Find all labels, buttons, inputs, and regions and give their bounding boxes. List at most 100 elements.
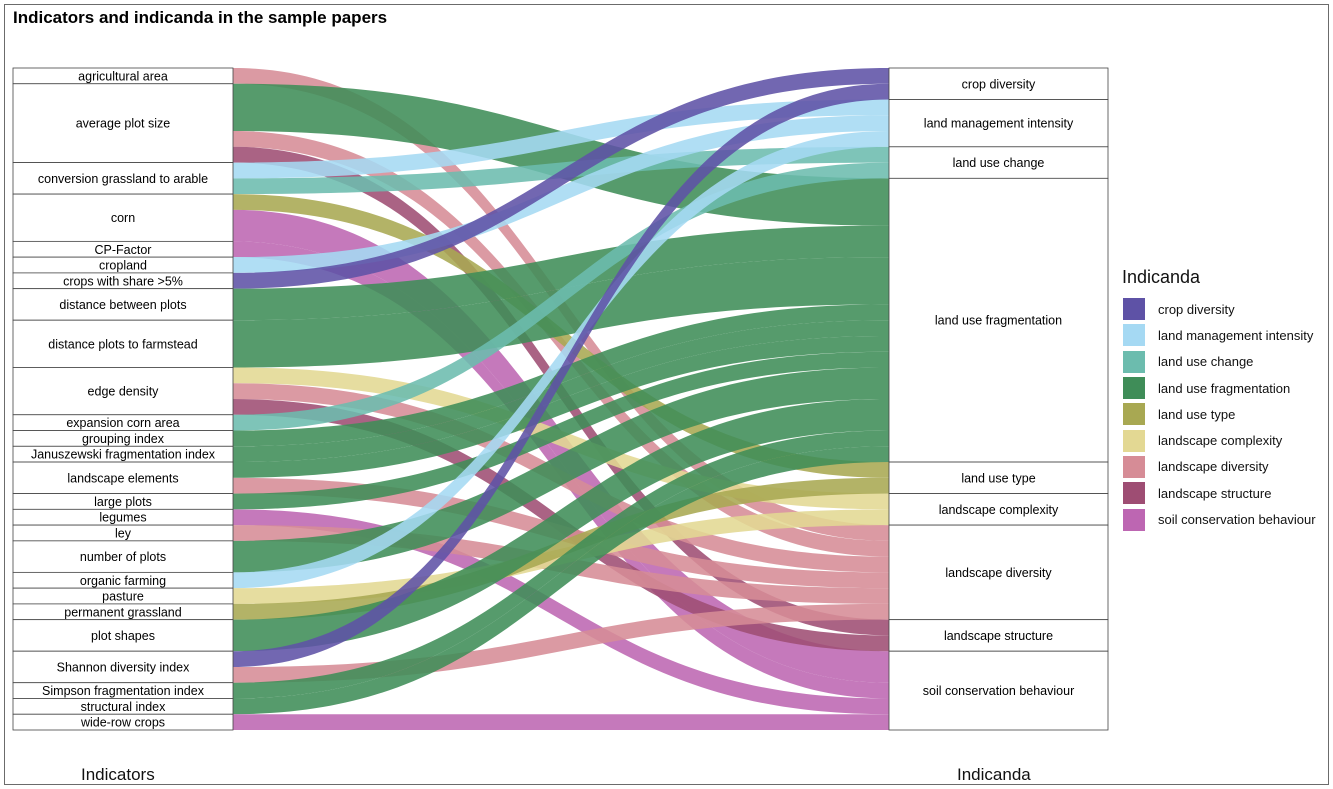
flow-ribbon-permanent-grassland-to-land-use-type bbox=[233, 477, 889, 620]
legend-item-crop-diversity: crop diversity bbox=[1123, 296, 1316, 322]
legend-item-landscape-structure: landscape structure bbox=[1123, 480, 1316, 506]
flow-ribbon-expansion-corn-area-to-land-use-change bbox=[233, 162, 889, 431]
legend-item-landscape-complexity: landscape complexity bbox=[1123, 427, 1316, 453]
indicator-node-average-plot-size bbox=[12, 83, 234, 163]
indicator-node-label-cropland: cropland bbox=[99, 259, 147, 273]
indicator-node-landscape-elements bbox=[12, 461, 234, 494]
axis-label-indicators: Indicators bbox=[81, 765, 155, 784]
legend: crop diversity land management intensity l… bbox=[1123, 296, 1316, 533]
indicator-node-label-legumes: legumes bbox=[99, 511, 146, 525]
indicator-node-label-cp-factor: CP-Factor bbox=[95, 243, 152, 257]
legend-label: landscape structure bbox=[1158, 485, 1272, 501]
indicator-node-label-organic-farming: organic farming bbox=[80, 574, 166, 588]
indicator-node-label-shannon-diversity-index: Shannon diversity index bbox=[57, 660, 190, 674]
legend-item-landscape-diversity: landscape diversity bbox=[1123, 454, 1316, 480]
legend-swatch bbox=[1123, 429, 1145, 452]
legend-title: Indicanda bbox=[1122, 267, 1201, 287]
legend-swatch bbox=[1123, 324, 1145, 347]
flow-ribbon-organic-farming-to-land-management-intensity bbox=[233, 131, 889, 589]
legend-label: soil conservation behaviour bbox=[1158, 512, 1316, 528]
indicator-node-label-structural-index: structural index bbox=[81, 700, 167, 714]
flow-ribbon-structural-index-to-land-use-fragmentation bbox=[233, 446, 889, 715]
flow-ribbon-edge-density-to-landscape-complexity bbox=[233, 367, 889, 510]
flow-ribbon-corn-to-land-use-type bbox=[233, 194, 889, 478]
legend-item-land-use-type: land use type bbox=[1123, 401, 1316, 427]
indicator-node-conversion-grassland-to-arable bbox=[12, 162, 234, 195]
indicator-node-wide-row-crops bbox=[12, 713, 234, 731]
flow-ribbon-plot-shapes-to-land-use-fragmentation bbox=[233, 399, 889, 652]
legend-label: landscape diversity bbox=[1158, 459, 1269, 475]
flow-ribbon-wide-row-crops-to-soil-conservation-behaviour bbox=[233, 714, 889, 730]
indicandum-node-land-management-intensity bbox=[888, 99, 1109, 148]
indicator-node-distance-between-plots bbox=[12, 288, 234, 321]
indicator-node-corn bbox=[12, 193, 234, 242]
flow-ribbon-conversion-grassland-to-arable-to-land-management-intensity bbox=[233, 99, 889, 179]
indicandum-node-land-use-change bbox=[888, 146, 1109, 179]
flow-ribbon-distance-plots-to-farmstead-to-land-use-fragmentation bbox=[233, 257, 889, 368]
indicator-node-label-expansion-corn-area: expansion corn area bbox=[66, 416, 179, 430]
node-group: agricultural area average plot size conver… bbox=[12, 67, 1109, 731]
flow-ribbon-distance-between-plots-to-land-use-fragmentation bbox=[233, 225, 889, 321]
indicandum-node-land-use-type bbox=[888, 461, 1109, 494]
indicator-node-label-crops-with-share-5: crops with share >5% bbox=[63, 274, 183, 288]
indicator-node-label-edge-density: edge density bbox=[88, 385, 160, 399]
ribbon-group bbox=[233, 68, 889, 730]
axis-label-indicanda: Indicanda bbox=[957, 765, 1031, 784]
indicator-node-shannon-diversity-index bbox=[12, 650, 234, 684]
indicator-node-label-permanent-grassland: permanent grassland bbox=[64, 605, 181, 619]
legend-label: land use type bbox=[1158, 406, 1236, 422]
indicandum-node-label-land-use-fragmentation: land use fragmentation bbox=[935, 314, 1062, 328]
indicator-node-label-januszewski-fragmentation-index: Januszewski fragmentation index bbox=[31, 448, 216, 462]
flow-ribbon-crops-with-share-5-to-crop-diversity bbox=[233, 68, 889, 289]
indicandum-node-landscape-structure bbox=[888, 619, 1109, 652]
indicandum-node-soil-conservation-behaviour bbox=[888, 650, 1109, 731]
indicator-node-label-average-plot-size: average plot size bbox=[76, 117, 171, 131]
indicator-node-label-number-of-plots: number of plots bbox=[80, 550, 166, 564]
flow-ribbon-januszewski-fragmentation-index-to-land-use-fragmentation bbox=[233, 320, 889, 463]
legend-swatch bbox=[1123, 508, 1145, 531]
legend-label: land use change bbox=[1158, 354, 1254, 370]
legend-swatch bbox=[1123, 350, 1145, 373]
legend-swatch bbox=[1123, 403, 1145, 426]
flow-ribbon-landscape-elements-to-land-use-fragmentation bbox=[233, 335, 889, 478]
indicator-node-label-landscape-elements: landscape elements bbox=[67, 471, 178, 485]
indicator-node-edge-density bbox=[12, 367, 234, 416]
legend-item-land-management-intensity: land management intensity bbox=[1123, 322, 1316, 348]
legend-item-soil-conservation-behaviour: soil conservation behaviour bbox=[1123, 506, 1316, 532]
legend-swatch bbox=[1123, 377, 1145, 400]
legend-label: land use fragmentation bbox=[1158, 380, 1291, 396]
flow-ribbon-legumes-to-soil-conservation-behaviour bbox=[233, 509, 889, 715]
indicator-node-label-ley: ley bbox=[115, 526, 132, 540]
indicator-node-label-wide-row-crops: wide-row crops bbox=[80, 716, 165, 730]
flow-ribbon-cropland-to-land-management-intensity bbox=[233, 115, 889, 273]
indicator-node-number-of-plots bbox=[12, 540, 234, 573]
legend-item-land-use-fragmentation: land use fragmentation bbox=[1123, 375, 1316, 401]
legend-swatch bbox=[1123, 455, 1145, 478]
indicandum-node-label-land-use-change: land use change bbox=[953, 156, 1045, 170]
indicator-node-label-plot-shapes: plot shapes bbox=[91, 629, 155, 643]
legend-label: land management intensity bbox=[1158, 327, 1314, 343]
indicandum-node-label-landscape-structure: landscape structure bbox=[944, 629, 1053, 643]
legend-label: landscape complexity bbox=[1158, 433, 1283, 449]
flow-ribbon-number-of-plots-to-land-use-fragmentation bbox=[233, 367, 889, 573]
indicator-node-distance-plots-to-farmstead bbox=[12, 319, 234, 368]
flow-ribbon-shannon-diversity-index-to-crop-diversity bbox=[233, 83, 889, 667]
indicandum-node-label-soil-conservation-behaviour: soil conservation behaviour bbox=[923, 684, 1074, 698]
indicandum-node-label-land-management-intensity: land management intensity bbox=[924, 117, 1074, 131]
legend-swatch bbox=[1123, 482, 1145, 505]
indicator-node-label-distance-plots-to-farmstead: distance plots to farmstead bbox=[48, 337, 197, 351]
chart-title: Indicators and indicanda in the sample p… bbox=[13, 8, 388, 27]
indicandum-node-label-crop-diversity: crop diversity bbox=[962, 77, 1036, 91]
indicandum-node-label-land-use-type: land use type bbox=[961, 471, 1035, 485]
legend-label: crop diversity bbox=[1158, 301, 1235, 317]
indicator-node-label-simpson-fragmentation-index: Simpson fragmentation index bbox=[42, 684, 205, 698]
indicator-node-label-pasture: pasture bbox=[102, 590, 144, 604]
flow-ribbon-simpson-fragmentation-index-to-land-use-fragmentation bbox=[233, 430, 889, 699]
indicator-node-label-distance-between-plots: distance between plots bbox=[59, 298, 186, 312]
legend-item-land-use-change: land use change bbox=[1123, 349, 1316, 375]
indicator-node-label-agricultural-area: agricultural area bbox=[78, 69, 168, 83]
indicator-node-label-grouping-index: grouping index bbox=[82, 432, 165, 446]
chart-frame bbox=[4, 4, 1329, 785]
legend-swatch bbox=[1123, 298, 1145, 321]
